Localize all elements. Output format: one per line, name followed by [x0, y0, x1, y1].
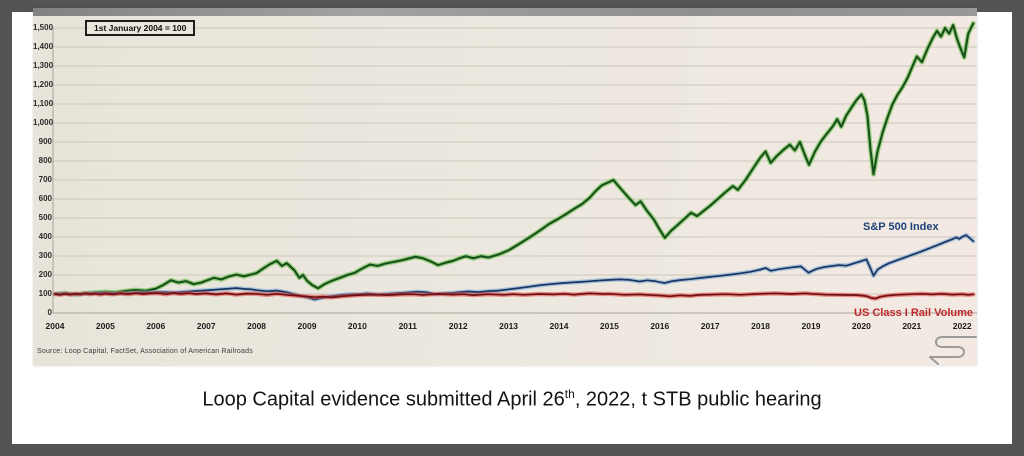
x-axis-tick-label: 2022 [952, 321, 972, 331]
y-axis-tick-label: 1,400 [33, 42, 54, 51]
series-line-glow [52, 20, 976, 297]
series-line-core [54, 234, 975, 301]
x-axis-tick-label: 2015 [599, 321, 619, 331]
x-axis-tick-label: 2005 [95, 321, 115, 331]
x-axis-tick-label: 2014 [549, 321, 569, 331]
x-axis-tick-label: 2012 [448, 321, 468, 331]
y-axis-tick-label: 1,000 [33, 118, 54, 127]
curved-arrow-icon [929, 336, 977, 365]
x-axis-tick-label: 2020 [851, 321, 871, 331]
source-note: Source: Loop Capital, FactSet, Associati… [37, 348, 253, 355]
x-axis-tick-label: 2016 [650, 321, 670, 331]
x-axis-tick-label: 2019 [801, 321, 821, 331]
y-axis-tick-label: 100 [38, 289, 52, 298]
y-axis-tick-label: 800 [38, 156, 52, 165]
x-axis-tick-label: 2021 [902, 321, 922, 331]
caption-superscript: th [564, 387, 575, 401]
x-axis-tick-label: 2011 [398, 321, 418, 331]
y-axis-tick-label: 400 [38, 232, 52, 241]
y-axis-tick-label: 500 [38, 213, 52, 222]
x-axis-tick-label: 2018 [751, 321, 771, 331]
series-line-core [53, 22, 975, 296]
y-axis-tick-label: 1,200 [33, 80, 54, 89]
y-axis-tick-label: 700 [38, 175, 52, 184]
x-axis-tick-label: 2010 [347, 321, 367, 331]
y-axis-tick-label: 300 [38, 251, 52, 260]
x-axis-tick-label: 2009 [297, 321, 317, 331]
sp500-series-label: S&P 500 Index [863, 221, 939, 233]
y-axis-tick-label: 1,300 [33, 61, 54, 70]
series-line-core [54, 292, 975, 300]
index-base-annotation: 1st January 2004 = 100 [85, 20, 196, 36]
caption-text-tail: , 2022, t STB public hearing [574, 388, 822, 411]
y-axis-tick-label: 1,500 [33, 23, 54, 32]
x-axis-tick-label: 2017 [700, 321, 720, 331]
y-axis-tick-label: 1,100 [33, 99, 54, 108]
x-axis-tick-label: 2007 [196, 321, 216, 331]
rail-volume-series-label: US Class I Rail Volume [854, 307, 974, 319]
y-axis-tick-label: 0 [47, 308, 52, 317]
caption-text: Loop Capital evidence submitted April 26 [202, 388, 565, 411]
chart-photo: 1st January 2004 = 100 S&P 500 Index US … [33, 8, 977, 366]
indexed-performance-line-chart [52, 20, 977, 314]
photo-top-edge [33, 8, 977, 16]
y-axis-tick-label: 600 [38, 194, 52, 203]
y-axis-tick-label: 200 [38, 270, 52, 279]
caption: Loop Capital evidence submitted April 26… [12, 387, 1012, 412]
x-axis-tick-label: 2004 [45, 321, 65, 331]
x-axis-tick-label: 2008 [247, 321, 267, 331]
y-axis-tick-label: 900 [38, 137, 52, 146]
x-axis-tick-label: 2006 [146, 321, 166, 331]
x-axis-tick-label: 2013 [499, 321, 519, 331]
